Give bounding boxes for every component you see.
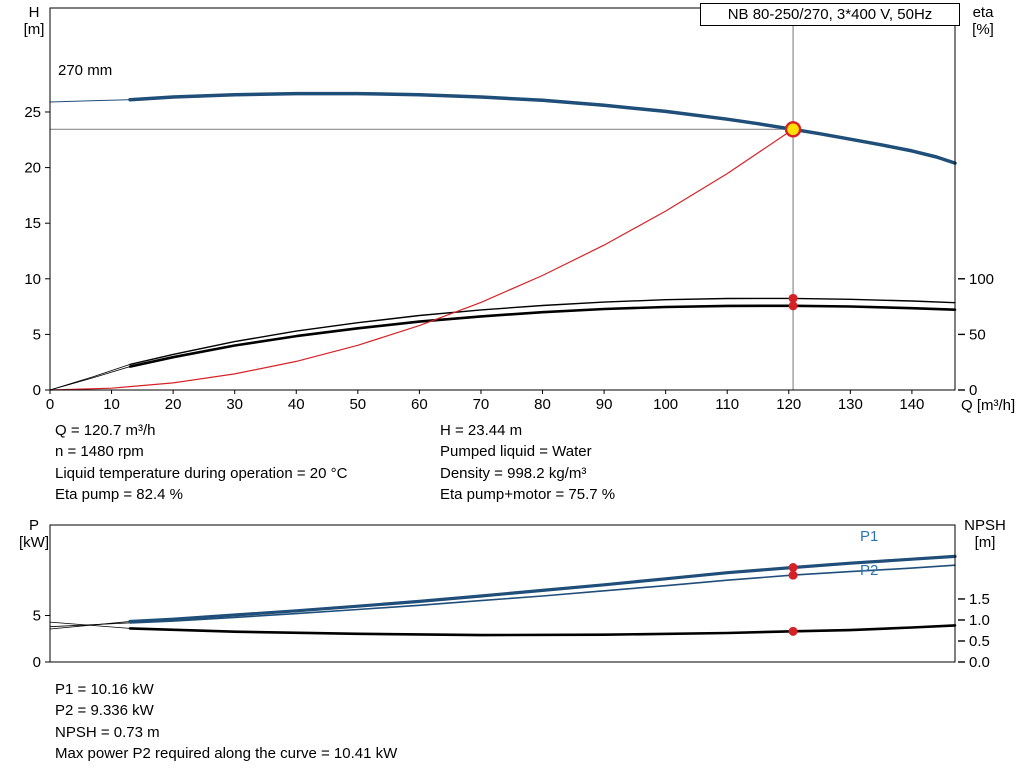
x-tick-label: 40 [288,396,305,413]
x-tick-label: 140 [899,396,924,413]
info-top-left: Q = 120.7 m³/h n = 1480 rpm Liquid tempe… [55,420,347,506]
y-right-tick-label: 1.0 [969,612,990,629]
x-tick-label: 20 [165,396,182,413]
y-left-tick-label: 5 [33,607,41,624]
x-tick-label: 0 [46,396,54,413]
x-tick-label: 90 [596,396,613,413]
x-tick-label: 50 [349,396,366,413]
p2-curve [129,564,956,624]
h-axis-title-unit: [m] [23,21,45,38]
y-right-tick-label: 0 [969,382,977,399]
y-left-tick-label: 0 [33,654,41,671]
eta-axis-title-symbol: eta [972,4,994,21]
info-pumped-liquid: Pumped liquid = Water [440,443,592,461]
npsh-axis-title: NPSH [m] [958,517,1012,551]
eta-axis-title: eta [%] [962,4,1004,38]
y-left-tick-label: 25 [24,104,41,121]
x-tick-label: 30 [226,396,243,413]
npsh-curve [128,624,957,637]
y-left-tick-label: 0 [33,382,41,399]
y-right-tick-label: 0.5 [969,633,990,650]
info-eta-pump-motor: Eta pump+motor = 75.7 % [440,486,616,504]
eta-pump-motor-point [788,301,798,311]
p-axis-title-symbol: P [28,517,39,534]
p2-point [788,570,798,580]
npsh-curve-lead [49,621,131,629]
eta-pump-point [788,293,798,303]
head-curve-lead [49,99,131,103]
y-left-tick-label: 15 [24,215,41,232]
q-axis-label: Q [m³/h] [961,397,1016,414]
x-tick-label: 100 [653,396,678,413]
npsh-axis-title-symbol: NPSH [964,517,1006,534]
p1-curve [128,554,957,624]
eta-pump-curve [129,297,956,366]
p-axis-title-unit: [kW] [19,534,49,551]
info-max-power: Max power P2 required along the curve = … [55,745,398,763]
info-liquid-temperature: Liquid temperature during operation = 20… [55,464,348,482]
info-top-right: H = 23.44 m Pumped liquid = Water Densit… [440,420,615,506]
eta-pump-motor-curve [128,304,957,368]
p-axis-title: P [kW] [14,517,54,551]
info-p2: P2 = 9.336 kW [55,702,154,720]
p1-point [788,563,798,573]
eta-lead-1 [49,363,131,391]
info-density: Density = 998.2 kg/m³ [440,464,587,482]
y-left-tick-label: 20 [24,160,41,177]
system-curve [49,128,794,391]
pump-type-box: NB 80-250/270, 3*400 V, 50Hz [700,3,960,26]
y-right-tick-label: 100 [969,271,994,288]
x-tick-label: 10 [103,396,120,413]
info-speed: n = 1480 rpm [55,443,144,461]
info-bottom: P1 = 10.16 kW P2 = 9.336 kW NPSH = 0.73 … [55,679,397,765]
info-p1: P1 = 10.16 kW [55,681,154,698]
y-right-tick-label: 50 [969,326,986,343]
npsh-axis-title-unit: [m] [974,534,996,551]
info-eta-pump: Eta pump = 82.4 % [55,486,183,504]
info-head: H = 23.44 m [440,422,523,439]
npsh-point [788,626,798,636]
y-right-tick-label: 1.5 [969,591,990,608]
x-tick-label: 110 [715,396,739,413]
eta-axis-title-unit: [%] [972,21,994,38]
plot-border [49,7,956,391]
x-tick-label: 70 [473,396,490,413]
x-tick-label: 80 [534,396,551,413]
head-curve [128,91,957,165]
eta-lead-2 [49,366,131,391]
p1-curve-label: P1 [860,528,879,545]
x-tick-label: 60 [411,396,428,413]
duty-point [784,121,802,138]
y-left-tick-label: 5 [33,326,41,343]
info-flow: Q = 120.7 m³/h [55,422,156,439]
x-tick-label: 130 [838,396,863,413]
impeller-diameter-label: 270 mm [58,62,113,79]
plot-border [49,524,956,663]
x-tick-label: 120 [776,396,801,413]
h-axis-title-symbol: H [28,4,40,21]
y-left-tick-label: 10 [24,271,41,288]
p2-curve-lead [49,622,131,628]
h-axis-title: H [m] [18,4,50,38]
p2-curve-label: P2 [860,562,879,579]
info-npsh: NPSH = 0.73 m [55,723,160,741]
y-right-tick-label: 0.0 [969,654,990,671]
